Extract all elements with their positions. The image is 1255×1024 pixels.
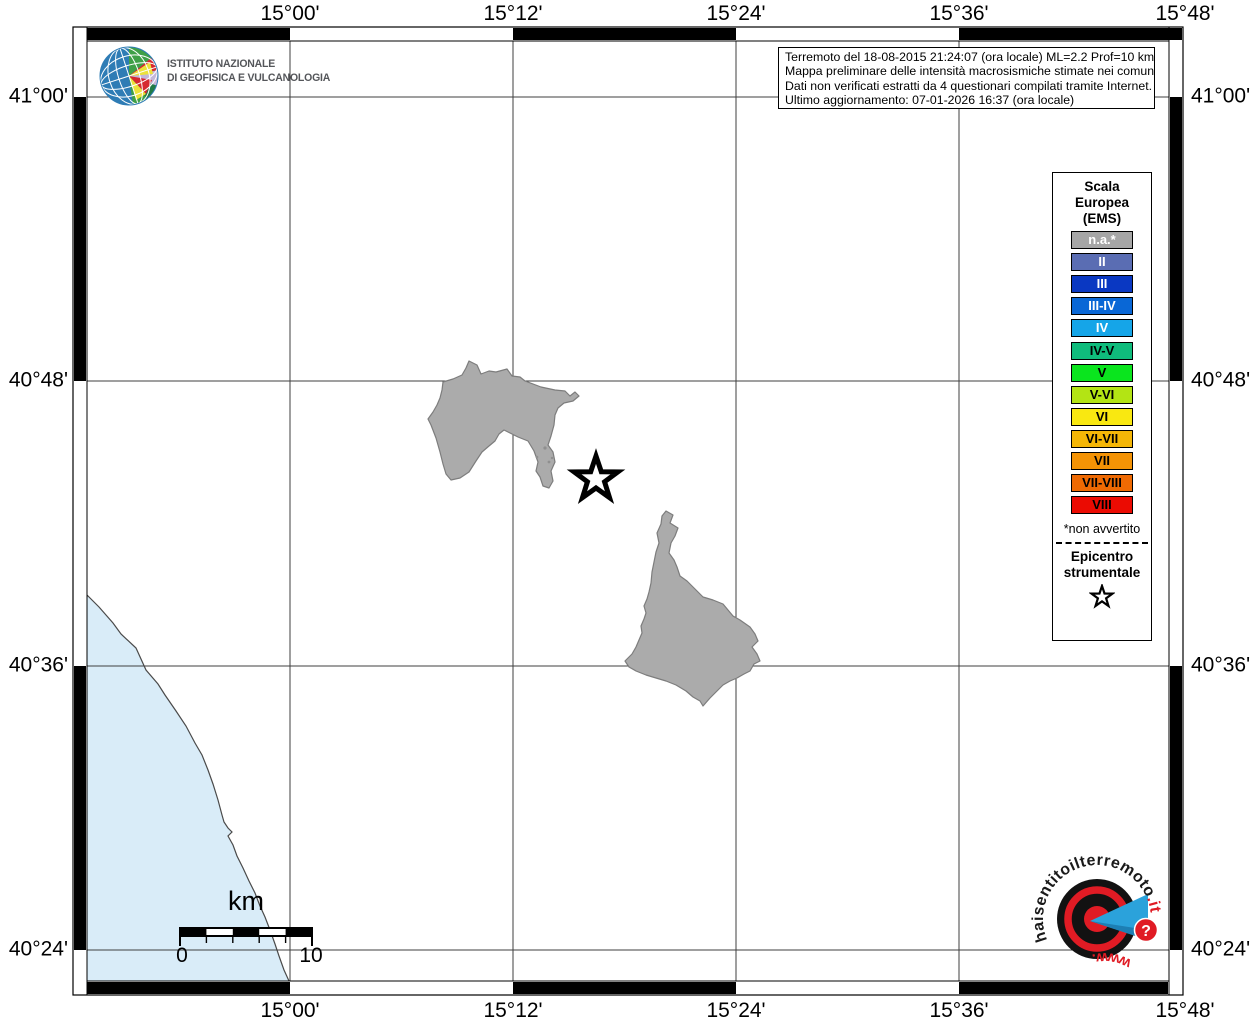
axis-tick-label-bottom: 15°36' — [929, 999, 989, 1022]
axis-tick-label-left: 40°36' — [8, 653, 68, 677]
ingv-wordmark: ISTITUTO NAZIONALE DI GEOFISICA E VULCAN… — [167, 58, 330, 85]
map-speck — [547, 460, 551, 464]
axis-tick-label-left: 40°48' — [8, 368, 68, 392]
earthquake-info-box: Terremoto del 18-08-2015 21:24:07 (ora l… — [778, 47, 1155, 109]
axis-tick-label-bottom: 15°48' — [1155, 999, 1215, 1022]
ems-legend: Scala Europea (EMS) n.a.* II III III-IV … — [1052, 172, 1152, 641]
legend-item: II — [1071, 253, 1133, 272]
info-line-event: Terremoto del 18-08-2015 21:24:07 (ora l… — [785, 50, 1155, 64]
axis-tick-label-left: 41°00' — [8, 84, 68, 108]
legend-title: Scala Europea (EMS) — [1074, 179, 1129, 226]
map-speck — [550, 456, 554, 460]
haisentito-logo: haisentitoilterremoto.it www. ? — [1030, 852, 1164, 973]
map-frame — [72, 26, 1184, 996]
map-speck — [535, 455, 539, 459]
axis-tick-label-right: 40°48' — [1191, 368, 1251, 392]
legend-epicenter-star-icon — [1089, 584, 1115, 609]
axis-tick-label-top: 15°12' — [483, 2, 543, 25]
sea-region — [87, 595, 289, 981]
graticule — [87, 41, 1169, 981]
legend-item: III — [1071, 275, 1133, 294]
axis-tick-label-bottom: 15°12' — [483, 999, 543, 1022]
ingv-logo-icon — [99, 46, 159, 106]
axis-tick-label-top: 15°24' — [706, 2, 766, 25]
legend-item: V — [1071, 363, 1133, 382]
coastline — [86, 594, 290, 982]
legend-footnote: *non avvertito — [1063, 522, 1141, 537]
legend-item: VII — [1071, 452, 1133, 471]
scale-bar-unit: km — [228, 886, 264, 916]
axis-tick-label-top: 15°36' — [929, 2, 989, 25]
legend-item: V-VI — [1071, 385, 1133, 404]
legend-epicenter-label: Epicentro strumentale — [1063, 549, 1141, 581]
epicenter-star-icon — [566, 448, 626, 504]
scale-bar-to: 10 — [299, 944, 323, 967]
legend-item: VIII — [1071, 496, 1133, 515]
legend-item: VI — [1071, 407, 1133, 426]
legend-item: IV — [1071, 319, 1133, 338]
question-mark-icon — [1133, 917, 1159, 943]
axis-tick-label-right: 41°00' — [1191, 84, 1251, 108]
axis-tick-label-left: 40°24' — [8, 937, 68, 961]
legend-divider — [1056, 542, 1148, 545]
scale-bar — [179, 927, 313, 946]
axis-tick-label-right: 40°24' — [1191, 937, 1251, 961]
legend-item: III-IV — [1071, 297, 1133, 316]
axis-tick-label-bottom: 15°24' — [706, 999, 766, 1022]
axis-tick-label-bottom: 15°00' — [260, 999, 320, 1022]
legend-item: n.a.* — [1071, 231, 1133, 250]
scale-bar-from: 0 — [176, 944, 188, 967]
municipality-polygon-north — [427, 360, 580, 489]
svg-text:www.: www. — [1090, 949, 1135, 973]
municipality-polygons — [427, 360, 761, 707]
haisentito-tld-text: .it — [1143, 894, 1164, 914]
axis-tick-label-right: 40°36' — [1191, 653, 1251, 677]
question-mark-glyph: ? — [1141, 923, 1151, 940]
legend-item: IV-V — [1071, 341, 1133, 360]
legend-item: VII-VIII — [1071, 474, 1133, 493]
axis-tick-label-top: 15°48' — [1155, 2, 1215, 25]
ingv-wordmark-line2: DI GEOFISICA E VULCANOLOGIA — [167, 71, 331, 84]
info-line-map: Mappa preliminare delle intensità macros… — [785, 64, 1155, 79]
info-line-data: Dati non verificati estratti da 4 questi… — [785, 78, 1153, 93]
legend-item: VI-VII — [1071, 429, 1133, 448]
haisentito-www-text: www. — [1090, 949, 1135, 973]
municipality-polygon-south — [624, 510, 761, 707]
ingv-wordmark-line1: ISTITUTO NAZIONALE — [167, 58, 276, 70]
axis-tick-label-top: 15°00' — [260, 2, 320, 25]
map-speck — [543, 446, 547, 450]
info-line-updated: Ultimo aggiornamento: 07-01-2026 16:37 (… — [785, 92, 1075, 107]
